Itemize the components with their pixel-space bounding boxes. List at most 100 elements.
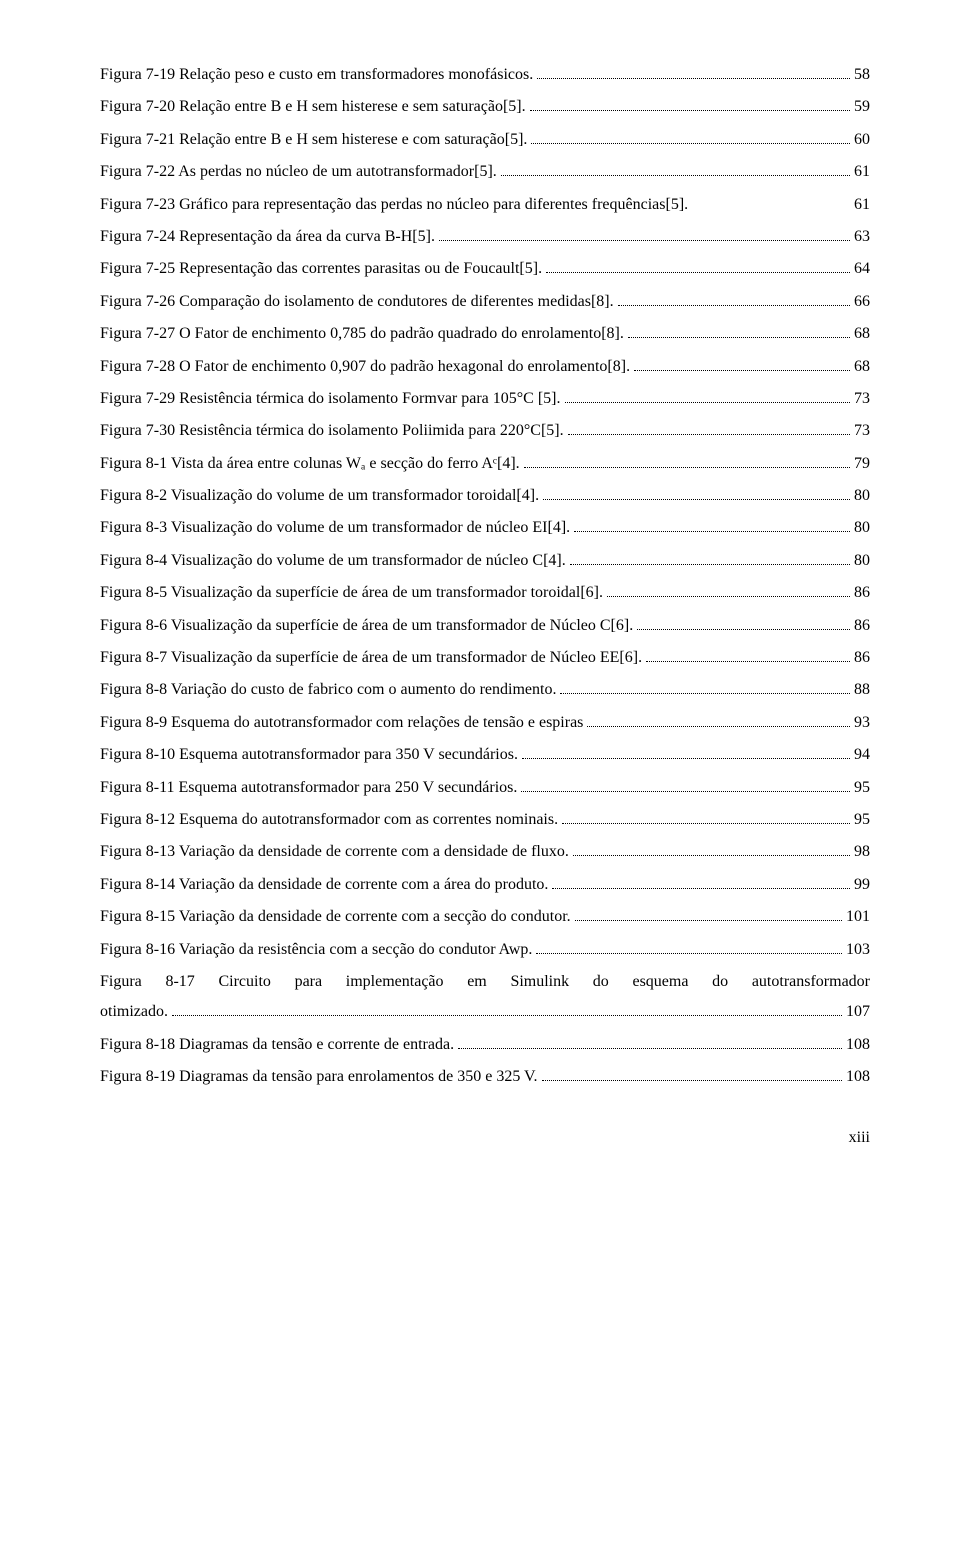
toc-page-number: 88 — [854, 675, 870, 705]
toc-dots — [573, 855, 850, 856]
toc-entry: Figura 7-23 Gráfico para representação d… — [100, 190, 870, 220]
toc-dots — [607, 596, 850, 597]
toc-dots — [575, 920, 842, 921]
toc-entry-text: Figura 7-26 Comparação do isolamento de … — [100, 287, 614, 317]
toc-entry: Figura 8-14 Variação da densidade de cor… — [100, 870, 870, 900]
toc-entry-text: Figura 8-4 Visualização do volume de um … — [100, 546, 566, 576]
toc-entry-text: Figura 8-15 Variação da densidade de cor… — [100, 902, 571, 932]
page-footer-number: xiii — [100, 1123, 870, 1153]
toc-entry-text: Figura 7-25 Representação das correntes … — [100, 254, 542, 284]
toc-entry-text: Figura 8-17 Circuito para implementação … — [100, 967, 870, 997]
toc-page-number: 86 — [854, 611, 870, 641]
toc-page-number: 58 — [854, 60, 870, 90]
toc-dots — [172, 1015, 842, 1016]
toc-dots — [565, 402, 850, 403]
toc-dots — [458, 1048, 842, 1049]
toc-entry-text: Figura 7-21 Relação entre B e H sem hist… — [100, 125, 527, 155]
toc-page-number: 98 — [854, 837, 870, 867]
toc-page-number: 66 — [854, 287, 870, 317]
toc-entry-text: Figura 7-23 Gráfico para representação d… — [100, 190, 854, 220]
toc-dots — [521, 791, 850, 792]
toc-dots — [530, 110, 850, 111]
toc-entry: Figura 7-28 O Fator de enchimento 0,907 … — [100, 352, 870, 382]
toc-dots — [570, 564, 850, 565]
toc-dots — [618, 305, 850, 306]
toc-entry-text: Figura 8-9 Esquema do autotransformador … — [100, 708, 583, 738]
toc-entry-text: Figura 7-29 Resistência térmica do isola… — [100, 384, 561, 414]
toc-entry: Figura 8-8 Variação do custo de fabrico … — [100, 675, 870, 705]
toc-dots — [543, 499, 850, 500]
toc-page-number: 80 — [854, 546, 870, 576]
toc-entry: Figura 7-24 Representação da área da cur… — [100, 222, 870, 252]
toc-entry-text: Figura 8-11 Esquema autotransformador pa… — [100, 773, 517, 803]
toc-dots — [546, 272, 850, 273]
toc-entry-text: Figura 8-2 Visualização do volume de um … — [100, 481, 539, 511]
toc-dots — [637, 629, 850, 630]
toc-page-number: 73 — [854, 384, 870, 414]
toc-page-number: 60 — [854, 125, 870, 155]
toc-entry: Figura 8-2 Visualização do volume de um … — [100, 481, 870, 511]
toc-page-number: 103 — [846, 935, 870, 965]
toc-page-number: 63 — [854, 222, 870, 252]
toc-dots — [587, 726, 850, 727]
list-of-figures: Figura 7-19 Relação peso e custo em tran… — [100, 60, 870, 1093]
toc-page-number: 95 — [854, 805, 870, 835]
toc-dots — [522, 758, 850, 759]
toc-dots — [646, 661, 850, 662]
toc-entry: Figura 8-10 Esquema autotransformador pa… — [100, 740, 870, 770]
toc-dots — [560, 693, 850, 694]
toc-page-number: 80 — [854, 513, 870, 543]
toc-dots — [531, 143, 850, 144]
toc-entry: Figura 8-16 Variação da resistência com … — [100, 935, 870, 965]
toc-entry-text: otimizado. — [100, 997, 168, 1027]
toc-dots — [568, 434, 850, 435]
toc-entry: Figura 8-15 Variação da densidade de cor… — [100, 902, 870, 932]
toc-entry-text: Figura 8-3 Visualização do volume de um … — [100, 513, 570, 543]
toc-page-number: 68 — [854, 352, 870, 382]
toc-page-number: 61 — [854, 190, 870, 220]
toc-entry: Figura 8-9 Esquema do autotransformador … — [100, 708, 870, 738]
toc-entry-text: Figura 7-27 O Fator de enchimento 0,785 … — [100, 319, 624, 349]
toc-entry-text: Figura 8-19 Diagramas da tensão para enr… — [100, 1062, 538, 1092]
toc-entry-text: Figura 7-22 As perdas no núcleo de um au… — [100, 157, 497, 187]
toc-page-number: 64 — [854, 254, 870, 284]
toc-dots — [552, 888, 850, 889]
toc-page-number: 59 — [854, 92, 870, 122]
toc-entry: Figura 8-1 Vista da área entre colunas W… — [100, 449, 870, 479]
toc-entry-text: Figura 8-8 Variação do custo de fabrico … — [100, 675, 556, 705]
toc-entry: Figura 7-22 As perdas no núcleo de um au… — [100, 157, 870, 187]
toc-entry-text: Figura 8-12 Esquema do autotransformador… — [100, 805, 558, 835]
toc-page-number: 108 — [846, 1062, 870, 1092]
toc-page-number: 108 — [846, 1030, 870, 1060]
toc-page-number: 79 — [854, 449, 870, 479]
toc-page-number: 99 — [854, 870, 870, 900]
toc-entry: Figura 7-30 Resistência térmica do isola… — [100, 416, 870, 446]
toc-dots — [562, 823, 850, 824]
toc-entry: Figura 7-27 O Fator de enchimento 0,785 … — [100, 319, 870, 349]
toc-entry-text: Figura 7-28 O Fator de enchimento 0,907 … — [100, 352, 630, 382]
toc-page-number: 101 — [846, 902, 870, 932]
toc-entry: Figura 8-5 Visualização da superfície de… — [100, 578, 870, 608]
toc-dots — [501, 175, 850, 176]
toc-page-number: 73 — [854, 416, 870, 446]
toc-entry-text: Figura 8-18 Diagramas da tensão e corren… — [100, 1030, 454, 1060]
toc-dots — [628, 337, 850, 338]
toc-entry: Figura 7-26 Comparação do isolamento de … — [100, 287, 870, 317]
toc-entry-text: Figura 8-13 Variação da densidade de cor… — [100, 837, 569, 867]
toc-entry: Figura 7-19 Relação peso e custo em tran… — [100, 60, 870, 90]
toc-entry: Figura 7-25 Representação das correntes … — [100, 254, 870, 284]
toc-entry: Figura 8-11 Esquema autotransformador pa… — [100, 773, 870, 803]
toc-entry-text: Figura 8-5 Visualização da superfície de… — [100, 578, 603, 608]
toc-entry-text: Figura 8-10 Esquema autotransformador pa… — [100, 740, 518, 770]
toc-entry: Figura 8-4 Visualização do volume de um … — [100, 546, 870, 576]
toc-entry-text: Figura 7-30 Resistência térmica do isola… — [100, 416, 564, 446]
toc-page-number: 68 — [854, 319, 870, 349]
toc-entry: Figura 8-6 Visualização da superfície de… — [100, 611, 870, 641]
toc-entry-text: Figura 7-20 Relação entre B e H sem hist… — [100, 92, 526, 122]
toc-page-number: 94 — [854, 740, 870, 770]
toc-dots — [439, 240, 850, 241]
toc-page-number: 107 — [846, 997, 870, 1027]
toc-page-number: 61 — [854, 157, 870, 187]
toc-entry: Figura 8-12 Esquema do autotransformador… — [100, 805, 870, 835]
toc-entry-text: Figura 8-7 Visualização da superfície de… — [100, 643, 642, 673]
